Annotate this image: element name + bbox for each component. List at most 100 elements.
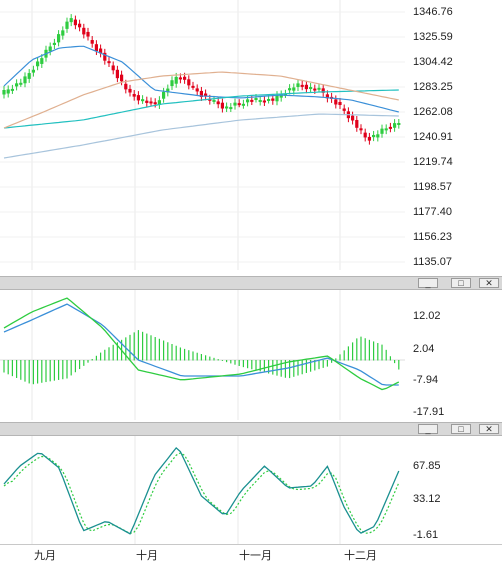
price-y-label: 1283.25: [413, 81, 453, 93]
moving-average-line: [3, 113, 399, 159]
candle-body: [73, 19, 77, 26]
maximize-button[interactable]: □: [451, 278, 471, 288]
candle-body: [141, 99, 145, 102]
candle-body: [10, 88, 14, 91]
candle-body: [69, 18, 73, 23]
candle-body: [237, 103, 241, 106]
candle-body: [204, 93, 208, 97]
candle-body: [313, 88, 317, 91]
candle-body: [157, 100, 161, 106]
candle-body: [241, 103, 245, 106]
candle-body: [351, 115, 355, 121]
candle-body: [107, 61, 111, 64]
candle-body: [36, 61, 40, 67]
price-y-axis: 1346.76 1325.59 1304.42 1283.25 1262.08 …: [405, 0, 502, 270]
candle-body: [65, 21, 69, 29]
candle-body: [393, 123, 397, 128]
candle-body: [384, 128, 388, 131]
candle-body: [372, 134, 376, 138]
candle-body: [367, 136, 371, 141]
price-y-label: 1219.74: [413, 156, 453, 168]
candle-body: [149, 101, 153, 104]
stochastic-chart[interactable]: [0, 436, 405, 544]
price-panel: 1346.76 1325.59 1304.42 1283.25 1262.08 …: [0, 0, 502, 270]
candle-body: [397, 123, 401, 125]
candle-body: [99, 48, 103, 54]
candle-body: [15, 83, 19, 87]
close-button[interactable]: ✕: [479, 424, 499, 434]
candle-body: [317, 87, 321, 90]
macd-plot[interactable]: [0, 290, 405, 420]
candle-body: [304, 84, 308, 90]
candle-body: [334, 99, 338, 105]
candle-body: [216, 101, 220, 105]
minimize-button[interactable]: _: [418, 278, 438, 288]
price-y-label: 1240.91: [413, 131, 453, 143]
macd-chart[interactable]: [0, 290, 405, 420]
candle-body: [309, 87, 313, 90]
candle-body: [153, 102, 157, 105]
price-chart[interactable]: [0, 0, 405, 270]
candle-body: [250, 99, 254, 102]
candle-body: [191, 85, 195, 88]
stochastic-panel: 67.85 33.12 -1.61: [0, 436, 502, 544]
maximize-button[interactable]: □: [451, 424, 471, 434]
moving-average-line: [3, 45, 399, 113]
stochastic-d-line: [3, 452, 400, 535]
close-button[interactable]: ✕: [479, 278, 499, 288]
macd-panel: 12.02 2.04 -7.94 -17.91: [0, 290, 502, 420]
candle-body: [170, 80, 174, 87]
price-y-label: 1156.23: [413, 231, 452, 243]
macd-y-label: 2.04: [413, 343, 435, 355]
candle-body: [82, 27, 86, 35]
candle-body: [90, 40, 94, 44]
candle-body: [199, 90, 203, 97]
candle-body: [31, 69, 35, 73]
time-axis-label: 九月: [34, 550, 56, 562]
candle-body: [94, 44, 98, 52]
candle-body: [380, 128, 384, 134]
price-y-label: 1198.57: [413, 181, 452, 193]
candle-body: [355, 119, 359, 128]
candle-body: [292, 87, 296, 91]
moving-average-line: [3, 89, 399, 129]
candle-body: [363, 132, 367, 138]
candle-body: [296, 83, 300, 87]
candle-body: [103, 52, 107, 61]
signal-line: [3, 297, 400, 391]
candle-body: [128, 88, 132, 93]
candle-body: [338, 101, 342, 106]
candle-body: [229, 107, 233, 110]
candle-body: [254, 98, 258, 100]
candle-body: [136, 95, 140, 101]
stoch-panel-titlebar: _ □ ✕: [0, 422, 502, 436]
stochastic-k-line: [3, 446, 400, 535]
candle-body: [220, 102, 224, 109]
price-y-label: 1304.42: [413, 56, 453, 68]
candle-body: [288, 88, 292, 91]
candle-body: [258, 100, 262, 102]
candle-body: [187, 79, 191, 86]
candle-body: [132, 94, 136, 97]
minimize-button[interactable]: _: [418, 424, 438, 434]
candle-body: [233, 102, 237, 106]
price-y-label: 1325.59: [413, 31, 453, 43]
candle-body: [111, 65, 115, 71]
candle-body: [271, 98, 275, 101]
candle-body: [325, 94, 329, 99]
candle-body: [61, 30, 65, 36]
candle-body: [388, 126, 392, 129]
candle-body: [321, 88, 325, 93]
candle-body: [267, 99, 271, 101]
candle-body: [246, 99, 250, 103]
stochastic-y-label: 33.12: [413, 493, 441, 505]
macd-y-label: -7.94: [413, 374, 439, 386]
stochastic-plot[interactable]: [0, 436, 405, 544]
candle-body: [342, 108, 346, 111]
candle-body: [120, 74, 124, 82]
moving-average-line: [3, 71, 399, 129]
price-plot[interactable]: [0, 0, 405, 270]
macd-panel-titlebar: _ □ ✕: [0, 276, 502, 290]
candle-body: [359, 128, 363, 131]
price-y-label: 1262.08: [413, 106, 453, 118]
